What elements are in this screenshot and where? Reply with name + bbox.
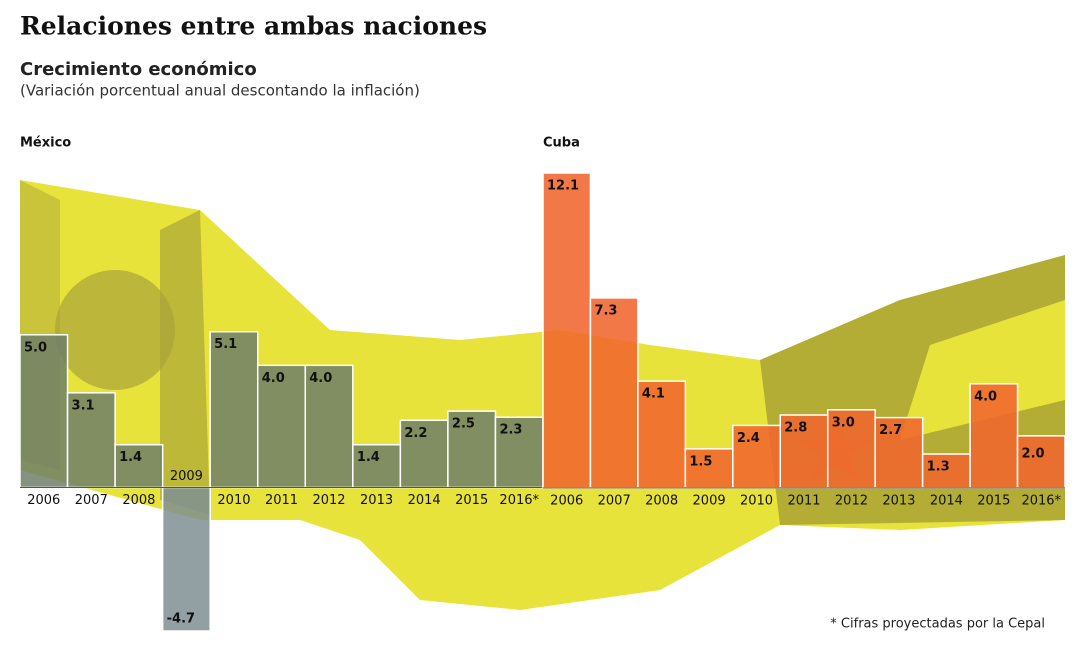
value-label: 2.7 xyxy=(879,423,902,438)
x-tick-label: 2006 xyxy=(27,493,60,508)
value-label: 2.8 xyxy=(784,421,807,436)
value-label: 2.3 xyxy=(499,423,522,438)
emblem xyxy=(55,270,175,390)
x-tick-label: 2012 xyxy=(312,493,345,508)
value-label: 1.4 xyxy=(119,450,142,465)
title: Relaciones entre ambas naciones xyxy=(20,12,487,41)
bar xyxy=(66,392,116,489)
bar xyxy=(209,330,259,489)
chart-title: Cuba xyxy=(543,136,580,151)
value-label: 2.2 xyxy=(404,426,427,441)
value-label: 1.3 xyxy=(927,460,950,475)
value-label: -4.7 xyxy=(167,612,195,627)
x-tick-label: 2009 xyxy=(170,469,203,484)
value-label: 3.1 xyxy=(72,398,95,413)
bar xyxy=(969,383,1019,489)
value-label: 1.5 xyxy=(689,454,712,469)
value-label: 1.4 xyxy=(357,450,380,465)
x-tick-label: 2008 xyxy=(645,493,678,508)
value-label: 2.5 xyxy=(452,417,475,432)
value-label: 5.1 xyxy=(214,337,237,352)
x-tick-label: 2011 xyxy=(787,493,820,508)
value-label: 7.3 xyxy=(594,303,617,318)
value-label: 4.0 xyxy=(309,371,332,386)
x-tick-label: 2007 xyxy=(75,493,108,508)
bar xyxy=(637,380,687,489)
value-label: 4.1 xyxy=(642,387,665,402)
value-label: 4.0 xyxy=(974,389,997,404)
value-label: 3.0 xyxy=(832,415,855,430)
bar xyxy=(874,416,924,489)
footnote: * Cifras proyectadas por la Cepal xyxy=(830,617,1045,632)
x-tick-label: 2009 xyxy=(693,493,726,508)
value-label: 2.0 xyxy=(1022,446,1045,461)
value-label: 2.4 xyxy=(737,431,760,446)
bar xyxy=(589,297,639,489)
value-label: 4.0 xyxy=(262,371,285,386)
x-tick-label: 2008 xyxy=(122,493,155,508)
x-tick-label: 2006 xyxy=(550,493,583,508)
bar xyxy=(1016,435,1066,489)
x-tick-label: 2013 xyxy=(882,493,915,508)
x-tick-label: 2014 xyxy=(930,493,963,508)
bar xyxy=(732,424,782,489)
bar xyxy=(826,409,876,489)
x-tick-label: 2015 xyxy=(977,493,1010,508)
bar xyxy=(494,416,544,489)
x-tick-label: 2016* xyxy=(1021,493,1061,508)
value-label: 5.0 xyxy=(24,340,47,355)
value-label: 12.1 xyxy=(547,179,579,194)
x-tick-label: 2013 xyxy=(360,493,393,508)
x-tick-label: 2010 xyxy=(217,493,250,508)
bar xyxy=(161,486,211,632)
x-tick-label: 2007 xyxy=(598,493,631,508)
x-tick-label: 2016* xyxy=(499,493,539,508)
x-tick-label: 2010 xyxy=(740,493,773,508)
subtitle: Crecimiento económico xyxy=(20,59,257,80)
x-tick-label: 2011 xyxy=(265,493,298,508)
sleeve xyxy=(160,210,210,515)
chart-title: México xyxy=(20,136,71,151)
x-tick-label: 2015 xyxy=(455,493,488,508)
bar xyxy=(304,364,354,489)
bar xyxy=(542,172,592,489)
bar xyxy=(399,419,449,489)
x-tick-label: 2012 xyxy=(835,493,868,508)
bar xyxy=(19,334,69,489)
subtitle-note: (Variación porcentual anual descontando … xyxy=(20,82,420,100)
bar xyxy=(447,410,497,489)
x-tick-label: 2014 xyxy=(408,493,441,508)
